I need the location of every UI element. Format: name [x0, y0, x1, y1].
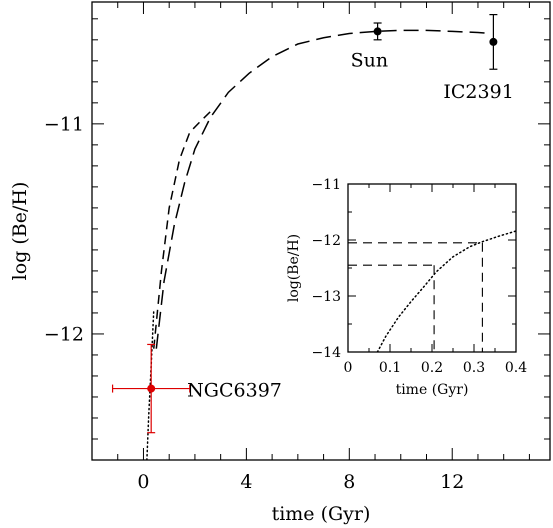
- main-x-tick-label: 0: [137, 471, 149, 493]
- main-chart: 0 4 8 12 −12 −11 time (Gyr) log (Be/H) Sun IC2391…: [9, 1, 551, 525]
- main-series-dotted-line: [146, 310, 155, 460]
- main-point-sun-marker: [373, 27, 382, 36]
- inset-x-tick-label: 0.1: [379, 360, 401, 376]
- main-x-tick-label: 12: [440, 471, 464, 493]
- inset-y-tick-label: −12: [311, 233, 341, 249]
- inset-y-tick-label: −11: [311, 177, 341, 193]
- inset-y-axis-label: log(Be/H): [286, 234, 302, 302]
- inset-x-axis-label: time (Gyr): [396, 382, 469, 398]
- inset-x-tick-label: 0.2: [421, 360, 443, 376]
- main-label-ic2391: IC2391: [443, 81, 513, 103]
- main-label-ngc6397: NGC6397: [187, 380, 282, 402]
- main-x-tick-label: 4: [240, 471, 252, 493]
- main-point-ngc6397-marker: [147, 384, 156, 393]
- main-label-sun: Sun: [351, 49, 389, 71]
- main-y-tick-label: −11: [44, 114, 84, 136]
- inset-y-tick-label: −14: [311, 345, 341, 361]
- main-plot-frame: [91, 1, 551, 461]
- inset-x-tick-label: 0.3: [463, 360, 485, 376]
- inset-x-tick-label: 0.4: [505, 360, 527, 376]
- inset-series-dotted-line: [376, 230, 516, 352]
- main-x-axis-label: time (Gyr): [272, 503, 371, 525]
- inset-x-tick-label: 0: [344, 360, 353, 376]
- inset-y-tick-label: −13: [311, 289, 341, 305]
- inset-plot-frame: [347, 183, 517, 353]
- main-y-tick-label: −12: [44, 324, 84, 346]
- main-plot-area: [111, 14, 498, 460]
- main-series-dash-line: [153, 108, 214, 349]
- main-series-long-dash-line: [155, 29, 491, 349]
- main-y-axis-label: log (Be/H): [9, 182, 31, 281]
- inset-plot-area: [348, 230, 516, 352]
- inset-chart: 0 0.1 0.2 0.3 0.4 −14 −13 −12 −11 time (Gyr) log(B…: [286, 177, 527, 398]
- main-point-ic2391-marker: [489, 37, 498, 46]
- main-x-tick-label: 8: [343, 471, 355, 493]
